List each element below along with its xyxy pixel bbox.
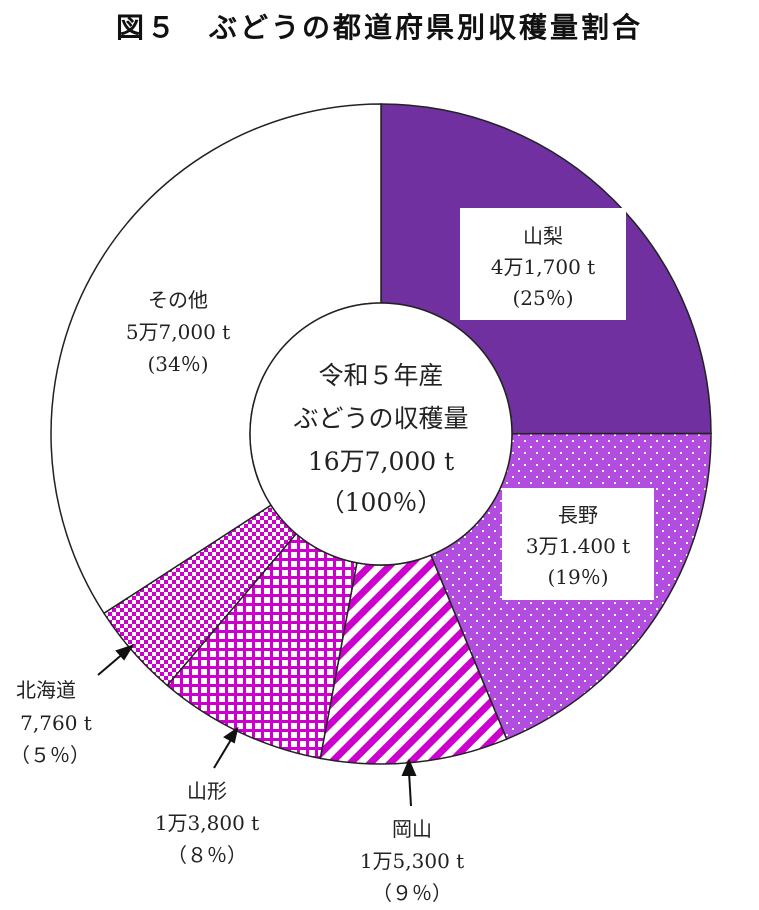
slice-label-name: 山形: [187, 779, 227, 803]
center-line-1: 令和５年産: [318, 361, 443, 390]
slice-label-amount: 3万1.400 t: [526, 534, 630, 558]
leader-line-okayama: [408, 771, 412, 807]
arrowhead-hokkaido: [115, 644, 135, 661]
arrowhead-yamagata: [223, 726, 239, 744]
slice-label-percent: (19％): [547, 565, 608, 589]
slice-label-amount: 4万1,700 t: [491, 255, 595, 279]
label-box-nagano: [502, 488, 654, 600]
slice-label-name: 岡山: [392, 817, 432, 841]
slice-label-name: その他: [148, 288, 208, 312]
chart-title: 図５ ぶどうの都道府県別収穫量割合: [115, 11, 643, 44]
center-line-3: 16万7,000 t: [308, 447, 454, 476]
slice-label-name: 山梨: [523, 224, 563, 248]
slice-label-percent: （５％）: [10, 743, 90, 767]
arrowhead-okayama: [401, 758, 417, 776]
leader-line-yamagata: [213, 737, 233, 769]
center-line-2: ぶどうの収穫量: [293, 404, 468, 433]
center-line-4: （100％）: [320, 488, 443, 517]
label-box-yamanashi: [460, 208, 626, 320]
slice-label-amount: 7,760 t: [20, 711, 92, 735]
center-hole: [249, 302, 513, 566]
slice-label-amount: 1万5,300 t: [360, 849, 464, 873]
slice-label-percent: （８％）: [167, 843, 247, 867]
slice-label-name: 長野: [558, 503, 598, 527]
slice-label-percent: （９％）: [372, 881, 452, 905]
slice-label-amount: 5万7,000 t: [126, 320, 230, 344]
slice-label-percent: (34％): [147, 352, 208, 376]
slice-label-amount: 1万3,800 t: [155, 811, 259, 835]
slice-label-percent: (25％): [512, 286, 573, 310]
slice-label-name: 北海道: [16, 678, 76, 702]
